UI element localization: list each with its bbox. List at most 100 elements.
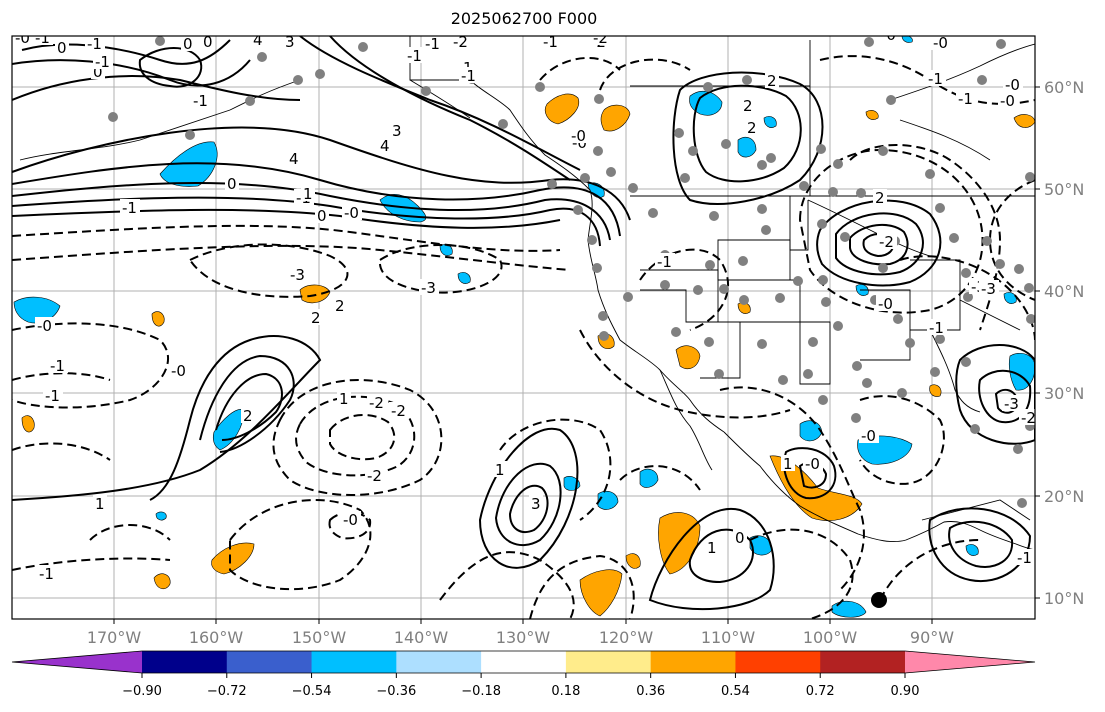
contour-label: 1	[783, 455, 793, 473]
contour-label: 0	[183, 35, 193, 53]
figure-title: 2025062700 F000	[450, 9, 598, 28]
colorbar	[11, 650, 1036, 674]
contour-label: -0	[344, 204, 359, 222]
contour-label: -2	[1021, 409, 1036, 427]
contour-label-bg	[979, 280, 999, 296]
station-dots	[108, 36, 1035, 508]
contour-label-bg	[120, 199, 140, 215]
contour-label: 2	[767, 72, 777, 90]
contour-label: -1	[407, 47, 422, 65]
contour-label: -2	[367, 467, 382, 485]
colorbar-tick-label: 0.54	[721, 684, 750, 699]
lat-label: 40°N	[1044, 282, 1084, 301]
contour-label-bg	[287, 150, 301, 166]
contour-label: 2	[311, 309, 321, 327]
colorbar-tick-label: 0.72	[806, 684, 835, 699]
contour-label: 0	[317, 207, 327, 225]
contour-label: -1	[958, 90, 973, 108]
contour-label-bg	[451, 36, 471, 49]
lat-label: 30°N	[1044, 384, 1084, 403]
contour-label: -1	[425, 35, 440, 53]
contour-label: 1	[303, 185, 313, 203]
lon-label: 160°W	[189, 628, 244, 647]
contour-label: 0	[57, 39, 67, 57]
contour-label: -1	[928, 70, 943, 88]
contour-label-bg	[169, 362, 189, 378]
contour-label-bg	[926, 70, 946, 86]
contour-label-bg	[288, 266, 308, 282]
coastlines	[19, 36, 1035, 551]
contour-label-bg	[781, 455, 795, 471]
colorbar-segment	[396, 651, 482, 673]
contour-label: -1	[929, 319, 944, 337]
contour-label: 3	[531, 495, 541, 513]
lon-label: 150°W	[292, 628, 347, 647]
contour-label: -1	[122, 199, 137, 217]
contour-label: 4	[380, 137, 390, 155]
lon-label: 140°W	[394, 628, 449, 647]
contour-label-bg	[705, 539, 719, 555]
contour-label: -2	[593, 29, 608, 47]
contour-label-bg	[493, 461, 507, 477]
anomaly-shading	[13, 36, 1035, 618]
lon-label: 100°W	[803, 628, 858, 647]
contour-label-bg	[459, 67, 479, 83]
contour-label-bg	[337, 390, 351, 406]
colorbar-segment	[735, 651, 821, 673]
contour-label: -0	[881, 26, 896, 44]
lat-labels: 60°N 50°N 40°N 30°N 20°N 10°N	[1044, 78, 1084, 608]
colorbar-segment	[650, 651, 736, 673]
lon-label: 90°W	[910, 628, 954, 647]
contour-label-bg	[13, 36, 33, 45]
lon-labels: 170°W 160°W 150°W 140°W 130°W 120°W 110°…	[87, 628, 954, 647]
contour-label: 0	[203, 33, 213, 51]
contour-label-bg	[1003, 76, 1023, 92]
contours-positive	[12, 36, 1035, 611]
contour-label-bg	[309, 309, 323, 325]
contour-label: -2	[453, 33, 468, 51]
lon-label: 130°W	[496, 628, 551, 647]
colorbar-tick-label: −0.54	[292, 684, 332, 699]
contour-label: -0	[1005, 76, 1020, 94]
contour-label-bg	[191, 92, 211, 108]
contour-label-bg	[765, 72, 779, 88]
contour-label-bg	[931, 36, 951, 50]
contour-label: -1	[95, 53, 110, 71]
contour-label-bg	[378, 137, 392, 153]
contour-label: 0	[735, 529, 745, 547]
contour-label: -1	[87, 35, 102, 53]
colorbar-tick-label: 0.18	[551, 684, 580, 699]
contour-label-bg	[1015, 549, 1035, 565]
contour-label: 0	[93, 63, 103, 81]
contour-label: 1	[707, 539, 717, 557]
contour-label: 2	[243, 407, 253, 425]
colorbar-tick-label: −0.36	[376, 684, 416, 699]
contour-label: -2	[369, 394, 384, 412]
colorbar-segment	[565, 651, 652, 673]
lon-label: 110°W	[701, 628, 756, 647]
contour-label: 3	[392, 122, 402, 140]
contour-label: -1	[461, 67, 476, 85]
contour-label-bg	[541, 36, 561, 49]
colorbar-segment	[142, 651, 228, 673]
contour-label-bg	[315, 207, 329, 223]
contour-label-bg	[956, 90, 976, 106]
colorbar-tick-label: −0.18	[461, 684, 501, 699]
contour-label: 0	[227, 175, 237, 193]
contour-label: -0	[878, 295, 893, 313]
contour-label-bg	[389, 402, 409, 418]
contour-label-bg	[733, 529, 747, 545]
contour-label-bg	[390, 122, 404, 138]
black-marker	[871, 592, 887, 608]
lat-label: 60°N	[1044, 78, 1084, 97]
contour-label-bg	[877, 233, 897, 249]
lat-label: 20°N	[1044, 487, 1084, 506]
contour-label-bg	[342, 204, 362, 220]
contour-label: -0	[171, 362, 186, 380]
contour-label-bg	[341, 511, 361, 527]
lat-label: 10°N	[1044, 589, 1084, 608]
contour-label-bg	[1002, 395, 1022, 411]
contour-label-bg	[927, 319, 947, 335]
colorbar-segment	[481, 651, 567, 673]
contour-label-bg	[1019, 409, 1035, 425]
